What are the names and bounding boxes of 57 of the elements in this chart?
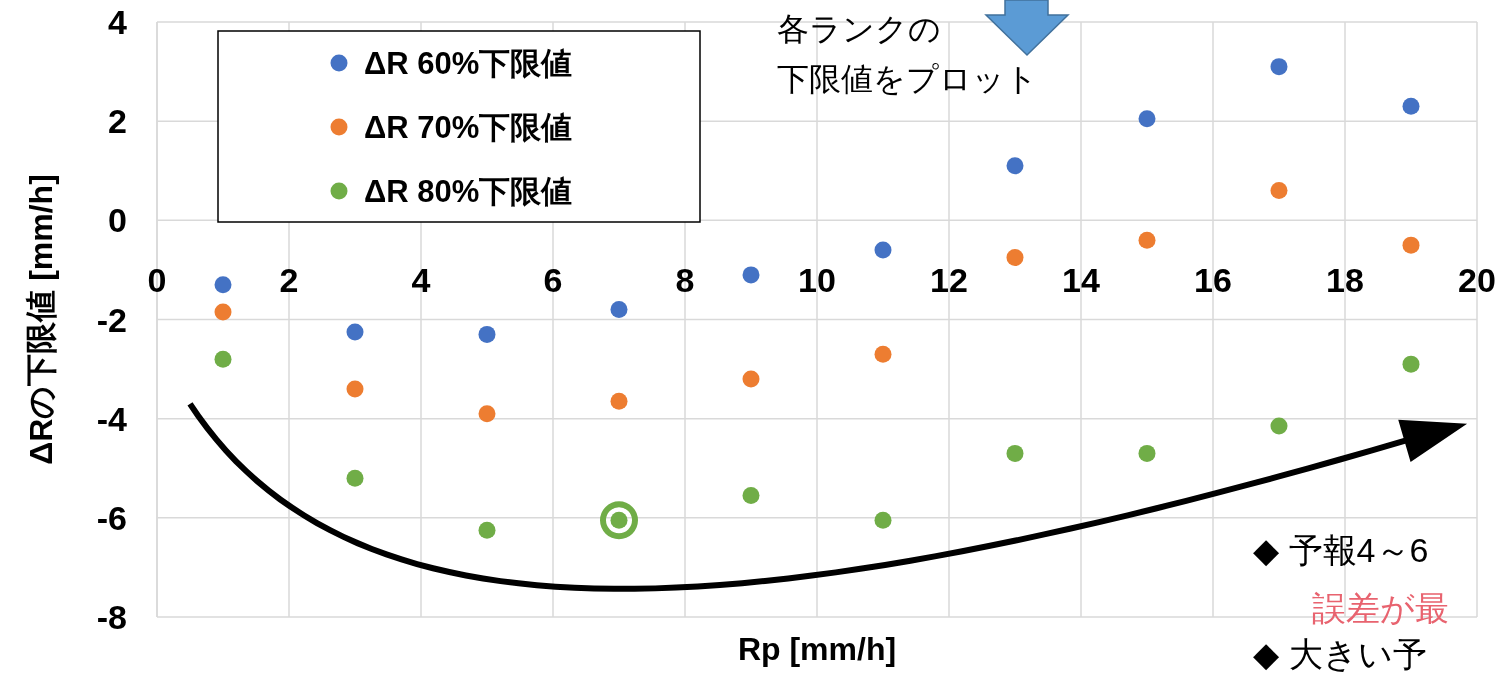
y-tick-label: -6: [96, 498, 127, 537]
point: [1006, 157, 1024, 175]
y-tick-label: 4: [108, 3, 128, 41]
x-tick-label: 18: [1326, 261, 1364, 300]
point: [874, 511, 892, 529]
point: [1270, 417, 1288, 435]
x-tick-label: 16: [1194, 261, 1232, 300]
x-tick-label: 12: [930, 261, 968, 300]
legend-label: ΔR 80%下限値: [364, 174, 573, 209]
point: [1138, 444, 1156, 462]
y-tick-label: -8: [96, 598, 127, 636]
point: [1006, 444, 1024, 462]
x-tick-label: 6: [543, 261, 563, 300]
point: [742, 370, 760, 388]
annotation: 誤差が最: [1312, 589, 1449, 627]
x-tick-label: 10: [798, 261, 836, 300]
point: [478, 405, 496, 423]
point: [478, 325, 496, 343]
point: [610, 392, 628, 410]
x-tick-label: 2: [279, 261, 299, 300]
x-tick-label: 0: [147, 261, 167, 300]
point: [214, 276, 232, 294]
point: [1006, 249, 1024, 267]
point: [346, 323, 364, 341]
annotation: ◆ 予報4～6: [1253, 531, 1429, 569]
x-tick-label: 14: [1062, 261, 1100, 300]
point: [1402, 97, 1420, 115]
x-tick-label: 20: [1458, 261, 1496, 300]
x-tick-label: 4: [411, 261, 431, 300]
point: [874, 241, 892, 259]
point: [1138, 231, 1156, 249]
y-tick-label: -4: [96, 399, 128, 438]
annotation: 各ランクの: [777, 11, 941, 47]
point: [1138, 110, 1156, 128]
point: [214, 303, 232, 321]
point: [346, 469, 364, 487]
point: [346, 380, 364, 398]
y-axis-title: ΔRの下限値 [mm/h]: [23, 174, 59, 465]
annotation: 下限値をプロット: [777, 61, 1038, 97]
point: [1270, 58, 1288, 76]
point: [478, 521, 496, 539]
point: [1402, 236, 1420, 254]
point: [742, 487, 760, 505]
y-tick-label: -2: [96, 300, 127, 339]
point: [874, 345, 892, 363]
x-axis-title: Rp [mm/h]: [737, 631, 897, 667]
point: [742, 266, 760, 284]
x-tick-label: 8: [675, 261, 695, 300]
annotation: ◆ 大きい予: [1253, 635, 1427, 673]
point: [214, 350, 232, 368]
legend-label: ΔR 70%下限値: [364, 110, 573, 145]
y-tick-label: 0: [108, 201, 127, 240]
point: [610, 301, 628, 319]
point: [1402, 355, 1420, 373]
legend-label: ΔR 60%下限値: [364, 46, 573, 81]
y-tick-label: 2: [108, 102, 127, 141]
point: [1270, 182, 1288, 200]
